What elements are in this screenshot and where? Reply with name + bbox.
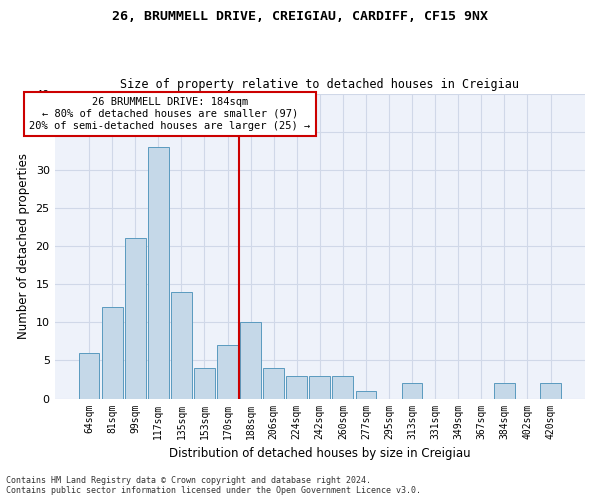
Bar	[286, 376, 307, 398]
Bar	[194, 368, 215, 398]
X-axis label: Distribution of detached houses by size in Creigiau: Distribution of detached houses by size …	[169, 447, 470, 460]
Text: 26, BRUMMELL DRIVE, CREIGIAU, CARDIFF, CF15 9NX: 26, BRUMMELL DRIVE, CREIGIAU, CARDIFF, C…	[112, 10, 488, 23]
Bar	[240, 322, 261, 398]
Bar	[402, 384, 422, 398]
Bar	[494, 384, 515, 398]
Bar	[263, 368, 284, 398]
Title: Size of property relative to detached houses in Creigiau: Size of property relative to detached ho…	[120, 78, 519, 91]
Bar	[217, 345, 238, 399]
Bar	[356, 391, 376, 398]
Bar	[332, 376, 353, 398]
Bar	[125, 238, 146, 398]
Text: 26 BRUMMELL DRIVE: 184sqm
← 80% of detached houses are smaller (97)
20% of semi-: 26 BRUMMELL DRIVE: 184sqm ← 80% of detac…	[29, 98, 310, 130]
Bar	[102, 307, 122, 398]
Bar	[171, 292, 192, 399]
Text: Contains HM Land Registry data © Crown copyright and database right 2024.
Contai: Contains HM Land Registry data © Crown c…	[6, 476, 421, 495]
Y-axis label: Number of detached properties: Number of detached properties	[17, 153, 30, 339]
Bar	[148, 147, 169, 399]
Bar	[79, 353, 100, 399]
Bar	[310, 376, 330, 398]
Bar	[540, 384, 561, 398]
